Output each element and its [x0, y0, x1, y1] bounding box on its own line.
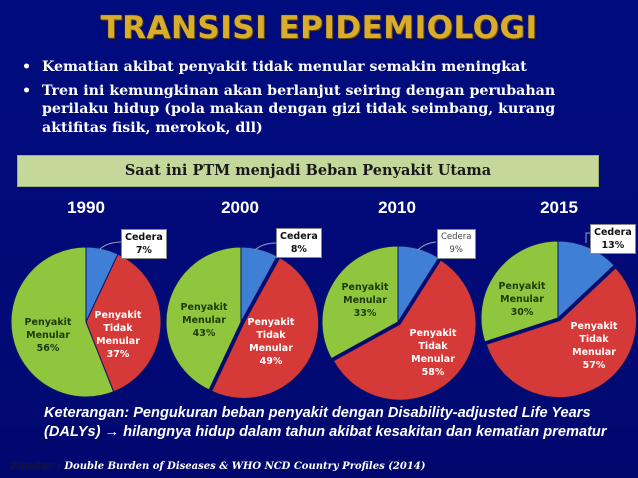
bullet-text: Tren ini kemungkinan akan berlanjut seir…: [42, 82, 556, 136]
slice-cedera: [557, 240, 615, 320]
label-line: Menular: [500, 294, 544, 305]
callout-label: Cedera: [125, 232, 163, 243]
callout-leader-2010: [417, 241, 437, 251]
label-line: Penyakit: [180, 302, 228, 313]
callout-cedera-2015: Cedera 13%: [590, 224, 636, 254]
label-line: Menular: [182, 315, 226, 326]
callout-value: 7%: [135, 245, 152, 256]
label-line: Penyakit: [341, 282, 389, 293]
label-ptm-2015: Penyakit Tidak Menular 57%: [566, 320, 622, 372]
label-line: Penyakit: [94, 310, 142, 321]
label-line: Tidak: [579, 334, 609, 345]
label-line: 30%: [510, 307, 534, 318]
label-pm-2015: Penyakit Menular 30%: [494, 280, 550, 319]
slice-ptm: [211, 256, 320, 399]
bullet-item: • Tren ini kemungkinan akan berlanjut se…: [22, 82, 622, 138]
callout-label: Cedera: [441, 232, 472, 242]
pie-title-1990: 1990: [67, 198, 105, 217]
slice-pm: [480, 240, 559, 343]
callout-value: 8%: [290, 244, 307, 255]
pie-title-2015: 2015: [540, 198, 578, 217]
slice-pm: [321, 245, 399, 360]
label-ptm-2010: Penyakit Tidak Menular 58%: [405, 327, 461, 379]
label-line: 57%: [582, 360, 606, 371]
label-line: Tidak: [256, 330, 286, 341]
slide-title: TRANSISI EPIDEMIOLOGI: [100, 10, 538, 46]
slice-pm: [165, 246, 242, 391]
footnote-explanation: Keterangan: Pengukuran beban penyakit de…: [44, 405, 607, 440]
callout-cedera-2010: Cedera 9%: [437, 229, 476, 259]
slice-pm: [10, 246, 115, 398]
label-line: 58%: [421, 367, 445, 378]
source-label: Sumber :: [10, 461, 61, 472]
label-line: Penyakit: [570, 321, 618, 332]
pie-title-2000: 2000: [221, 198, 259, 217]
callout-leader-2000: [254, 242, 277, 251]
callout-label: Cedera: [594, 227, 632, 238]
callout-value: 13%: [601, 240, 625, 251]
slice-ptm: [332, 259, 477, 401]
label-pm-2000: Penyakit Menular 43%: [176, 301, 232, 340]
pie-title-2010: 2010: [378, 198, 416, 217]
pie-chart-2000: [165, 246, 320, 399]
bullet-marker: •: [22, 82, 32, 99]
callout-value: 9%: [449, 245, 464, 255]
bullet-item: • Kematian akibat penyakit tidak menular…: [22, 58, 622, 77]
slice-ptm: [485, 267, 638, 399]
pie-chart-2015: [480, 240, 638, 399]
label-line: Menular: [249, 343, 293, 354]
label-line: 37%: [106, 349, 130, 360]
label-line: Menular: [343, 295, 387, 306]
pie-chart-1990: [10, 246, 162, 398]
label-line: Menular: [411, 354, 455, 365]
label-pm-1990: Penyakit Menular 56%: [20, 316, 76, 355]
label-line: Penyakit: [498, 281, 546, 292]
source-citation: Sumber : Double Burden of Diseases & WHO…: [10, 461, 425, 472]
label-line: Tidak: [103, 323, 133, 334]
label-line: 56%: [36, 343, 60, 354]
label-line: Menular: [96, 336, 140, 347]
callout-leader-1990: [99, 241, 123, 250]
headline-banner: Saat ini PTM menjadi Beban Penyakit Utam…: [17, 155, 599, 187]
pie-chart-2010: [321, 245, 477, 401]
label-line: Penyakit: [247, 317, 295, 328]
label-line: Menular: [572, 347, 616, 358]
label-ptm-2000: Penyakit Tidak Menular 49%: [243, 316, 299, 368]
label-line: Menular: [26, 330, 70, 341]
callout-cedera-1990: Cedera 7%: [121, 229, 167, 259]
source-text: Double Burden of Diseases & WHO NCD Coun…: [64, 461, 426, 472]
label-line: 33%: [353, 308, 377, 319]
bullet-marker: •: [22, 59, 32, 75]
label-ptm-1990: Penyakit Tidak Menular 37%: [90, 309, 146, 361]
callout-cedera-2000: Cedera 8%: [276, 228, 322, 258]
label-line: Penyakit: [24, 317, 72, 328]
callout-label: Cedera: [280, 231, 318, 242]
label-line: Penyakit: [409, 328, 457, 339]
label-line: 43%: [192, 328, 216, 339]
label-line: Tidak: [418, 341, 448, 352]
bullet-text: Kematian akibat penyakit tidak menular s…: [42, 59, 527, 75]
label-pm-2010: Penyakit Menular 33%: [337, 281, 393, 320]
slice-ptm: [85, 253, 162, 393]
bullet-list: • Kematian akibat penyakit tidak menular…: [22, 58, 622, 142]
label-line: 49%: [259, 356, 283, 367]
